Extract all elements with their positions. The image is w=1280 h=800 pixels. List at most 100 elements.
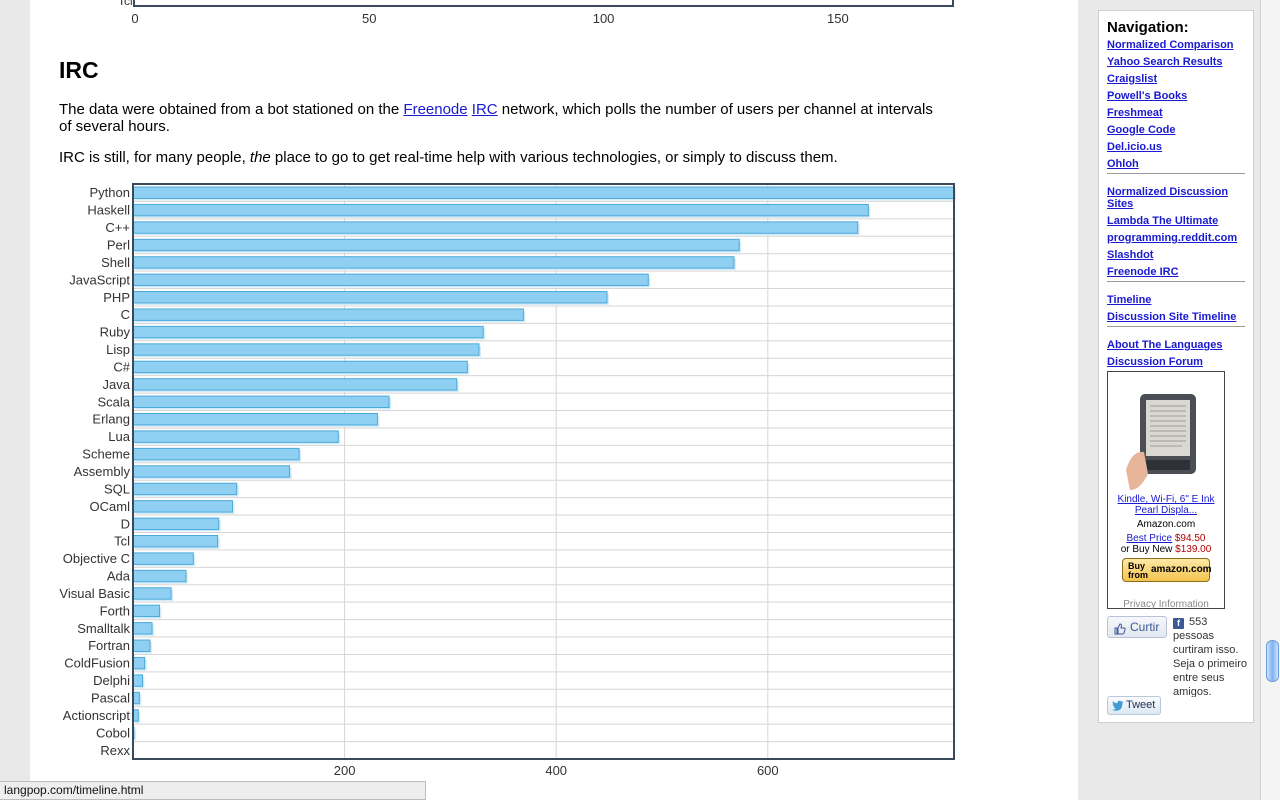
nav-link[interactable]: Google Code xyxy=(1107,124,1176,136)
intro-text: The data were obtained from a bot statio… xyxy=(59,101,404,118)
chart-category-label: C++ xyxy=(105,220,130,235)
nav-link[interactable]: Discussion Site Timeline xyxy=(1107,311,1237,323)
chart-bar xyxy=(132,500,233,513)
chart-bar xyxy=(132,343,480,356)
chart-frame xyxy=(132,183,955,760)
nav-link[interactable]: Powell's Books xyxy=(1107,90,1188,102)
navigation-sidebar: Navigation: Normalized Comparison Yahoo S… xyxy=(1098,10,1254,723)
nav-link[interactable]: Ohloh xyxy=(1107,158,1139,170)
section-heading: IRC xyxy=(59,57,99,83)
status-bar: langpop.com/timeline.html xyxy=(0,781,426,800)
chart-category-label: Python xyxy=(90,185,130,200)
ad-buy-new: or Buy New $139.00 xyxy=(1108,544,1224,555)
chart-bar xyxy=(132,413,378,426)
chart-bar xyxy=(132,639,151,652)
nav-link[interactable]: Normalized Comparison xyxy=(1107,39,1234,51)
amazon-ad[interactable]: Kindle, Wi-Fi, 6" E Ink Pearl Displa... … xyxy=(1107,371,1225,609)
nav-link[interactable]: Yahoo Search Results xyxy=(1107,56,1223,68)
chart-category-label: Assembly xyxy=(74,464,131,479)
best-price-value: $94.50 xyxy=(1174,533,1206,544)
tweet-button[interactable]: Tweet xyxy=(1107,696,1161,715)
chart-category-label: Erlang xyxy=(92,412,130,427)
chart-category-label: Pascal xyxy=(91,691,130,706)
nav-link[interactable]: Normalized Discussion Sites xyxy=(1107,186,1229,210)
chart-bar xyxy=(132,482,238,496)
chart-x-tick-label: 200 xyxy=(334,763,356,778)
chart-category-label: Smalltalk xyxy=(77,621,130,636)
privacy-information-link[interactable]: Privacy Information xyxy=(1123,599,1209,610)
nav-link[interactable]: Freenode IRC xyxy=(1107,266,1179,278)
chart-category-label: ColdFusion xyxy=(64,656,130,671)
nav-link[interactable]: Craigslist xyxy=(1107,73,1158,85)
nav-link[interactable]: programming.reddit.com xyxy=(1107,232,1238,244)
chart-bar xyxy=(132,273,649,287)
previous-chart-tick-label: 0 xyxy=(131,11,139,26)
vertical-scrollbar[interactable] xyxy=(1260,0,1280,800)
chart-bar-shadow xyxy=(135,729,137,741)
like-count-label: 553 pessoas curtiram isso. Seja o primei… xyxy=(1173,616,1247,697)
chart-category-label: Actionscript xyxy=(63,708,131,723)
chart-bar xyxy=(132,622,153,635)
chart-category-label: Forth xyxy=(100,603,130,618)
chart-bar xyxy=(132,517,220,530)
ad-best-price[interactable]: Best Price $94.50 xyxy=(1108,533,1224,544)
chart-bar xyxy=(132,552,194,565)
chart-bar xyxy=(132,674,144,687)
nav-link[interactable]: Freshmeat xyxy=(1107,107,1163,119)
chart-category-label: Visual Basic xyxy=(59,586,130,601)
chart-category-label: Ruby xyxy=(100,325,131,340)
context-emphasis: the xyxy=(249,149,271,166)
best-price-label[interactable]: Best Price xyxy=(1126,533,1173,544)
navigation-title: Navigation: xyxy=(1107,19,1189,36)
chart-bar xyxy=(132,395,390,409)
chart-bar xyxy=(132,534,219,548)
chart-bar xyxy=(132,291,608,304)
status-url: langpop.com/timeline.html xyxy=(4,783,144,797)
kindle-image xyxy=(1126,394,1196,490)
irc-bar-chart: PythonHaskellC++PerlShellJavaScriptPHPCR… xyxy=(59,183,956,778)
buy-new-label: or Buy New xyxy=(1120,544,1173,555)
chart-category-label: Java xyxy=(103,377,131,392)
chart-category-label: Cobol xyxy=(96,725,130,740)
chart-category-label: C# xyxy=(113,359,130,374)
previous-chart-frame xyxy=(133,0,954,7)
irc-link[interactable]: IRC xyxy=(471,101,498,118)
nav-link[interactable]: Slashdot xyxy=(1107,249,1154,261)
chart-category-label: Fortran xyxy=(88,638,130,653)
chart-x-tick-label: 600 xyxy=(757,763,779,778)
intro-paragraph: The data were obtained from a bot statio… xyxy=(59,101,939,135)
chart-category-label: C xyxy=(121,307,130,322)
chart-bar xyxy=(132,203,869,217)
previous-chart-tick-label: 50 xyxy=(362,11,377,26)
chart-bar xyxy=(132,447,300,461)
like-button[interactable]: Curtir xyxy=(1107,616,1167,638)
chart-bar xyxy=(132,238,740,252)
twitter-bird-icon xyxy=(1112,700,1124,711)
left-page-gutter xyxy=(0,0,30,800)
nav-link[interactable]: Discussion Forum xyxy=(1107,356,1203,368)
chart-category-label: SQL xyxy=(104,481,130,496)
buy-from-amazon-button[interactable]: Buy from amazon.com xyxy=(1122,558,1212,582)
nav-link[interactable]: Del.icio.us xyxy=(1107,141,1163,153)
ad-product-link-text[interactable]: Kindle, Wi-Fi, 6" E Ink Pearl Displa... xyxy=(1117,494,1215,516)
nav-link[interactable]: About The Languages xyxy=(1107,339,1223,351)
nav-link[interactable]: Timeline xyxy=(1107,294,1152,306)
chart-category-label: D xyxy=(121,516,130,531)
buy-button-line2: from xyxy=(1128,570,1148,580)
chart-category-label: Delphi xyxy=(93,673,130,688)
chart-category-label: Scala xyxy=(97,394,130,409)
chart-category-label: Scheme xyxy=(82,447,130,462)
ad-store: Amazon.com xyxy=(1136,519,1196,530)
scrollbar-thumb[interactable] xyxy=(1266,640,1279,682)
chart-category-label: Lisp xyxy=(106,342,130,357)
nav-separator xyxy=(1107,326,1245,327)
chart-bar xyxy=(132,221,859,234)
facebook-icon: f xyxy=(1173,618,1184,629)
freenode-link[interactable]: Freenode xyxy=(403,101,468,118)
thumbs-up-icon xyxy=(1114,621,1126,635)
ad-product-link[interactable]: Kindle, Wi-Fi, 6" E Ink Pearl Displa... xyxy=(1108,494,1224,516)
chart-bar xyxy=(132,378,458,391)
nav-link[interactable]: Lambda The Ultimate xyxy=(1107,215,1219,227)
previous-chart-tick-label: 100 xyxy=(592,11,615,26)
chart-bar xyxy=(132,308,524,321)
